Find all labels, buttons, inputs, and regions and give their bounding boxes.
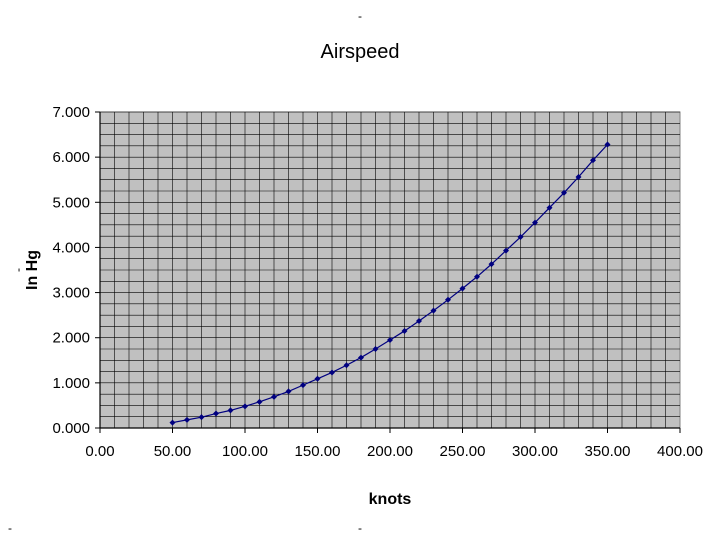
x-axis-ticks: 0.00 50.00 100.00 150.00 200.00 250.00 300.00 3… [85, 428, 703, 460]
chart-title: Airspeed [321, 41, 400, 63]
data-point [401, 327, 408, 334]
y-tick-label: 3.000 [52, 285, 90, 302]
x-tick-label: 350.00 [585, 443, 631, 460]
data-point [285, 388, 292, 395]
x-tick-label: 100.00 [222, 443, 268, 460]
y-tick-label: 5.000 [52, 194, 90, 211]
x-tick-label: 150.00 [295, 443, 341, 460]
corner-mark-bottom-mid: - [358, 521, 362, 535]
data-point [184, 416, 190, 423]
data-point [561, 189, 567, 196]
data-point [430, 307, 437, 314]
data-point [198, 414, 205, 421]
data-point [532, 219, 538, 226]
x-axis-label: knots [369, 491, 412, 508]
x-tick-label: 200.00 [367, 443, 413, 460]
data-point [242, 403, 248, 410]
data-point [169, 419, 176, 426]
data-point [488, 261, 495, 268]
y-tick-label: 2.000 [52, 330, 90, 347]
x-tick-label: 0.00 [85, 443, 114, 460]
x-tick-label: 50.00 [154, 443, 192, 460]
data-point [604, 141, 611, 148]
corner-mark-top: - [358, 9, 362, 23]
corner-mark-bottom-left: - [8, 521, 12, 535]
data-point [517, 234, 524, 241]
data-point [445, 296, 451, 303]
data-point [575, 174, 582, 181]
y-tick-label: 0.000 [52, 420, 90, 437]
x-tick-label: 250.00 [440, 443, 486, 460]
data-point [474, 273, 480, 280]
data-point [329, 369, 335, 376]
x-tick-label: 300.00 [512, 443, 558, 460]
data-point [387, 336, 393, 343]
data-point [314, 375, 321, 382]
data-point [213, 410, 219, 417]
data-point [459, 285, 466, 292]
data-point [256, 398, 263, 405]
data-point [416, 318, 422, 325]
data-point [358, 354, 364, 361]
data-point [343, 362, 350, 369]
y-tick-label: 4.000 [52, 239, 90, 256]
y-tick-label: 7.000 [52, 104, 90, 121]
data-point [271, 393, 277, 400]
data-point [546, 204, 553, 211]
data-point [227, 407, 234, 414]
x-tick-label: 400.00 [657, 443, 703, 460]
y-axis-ticks: 0.000 1.000 2.000 3.000 4.000 5.000 6.000 7.000 [52, 104, 100, 437]
data-point [503, 247, 509, 254]
series-layer [169, 141, 611, 426]
grid-lines [100, 111, 680, 428]
data-point [372, 346, 379, 352]
y-tick-label: 1.000 [52, 375, 90, 392]
y-tick-label: 6.000 [52, 149, 90, 166]
y-axis-label: In Hg [24, 250, 41, 290]
data-point [590, 157, 596, 164]
data-point [300, 382, 306, 389]
y-axis-label-mark: - [11, 268, 25, 272]
